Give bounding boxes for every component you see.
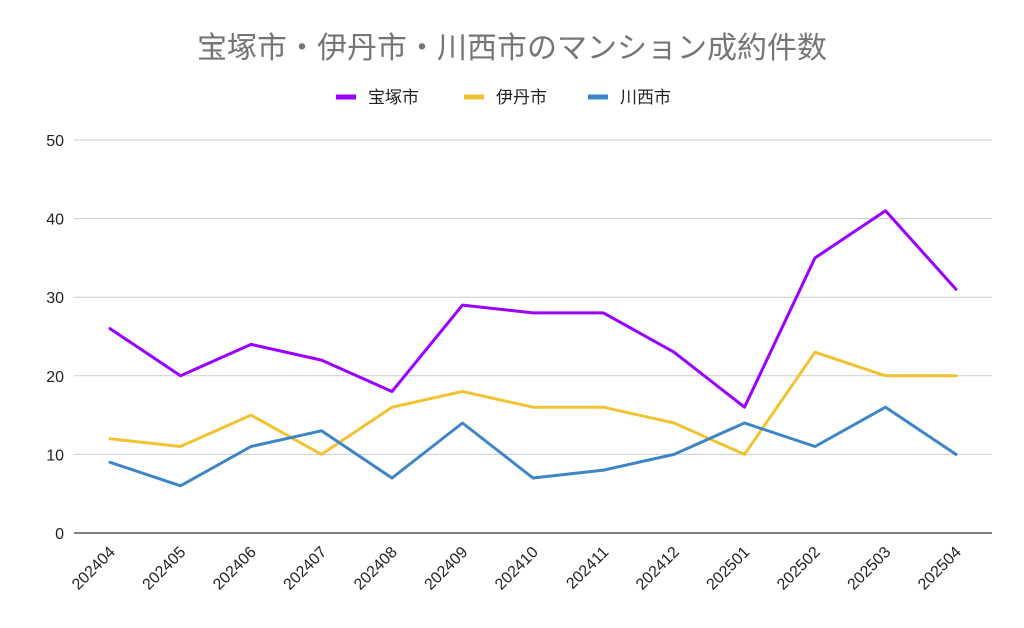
series-line-2 bbox=[108, 350, 958, 456]
x-tick-label: 202502 bbox=[774, 544, 824, 594]
x-tick-label: 202411 bbox=[563, 544, 612, 593]
x-tick-label: 202412 bbox=[633, 544, 683, 594]
legend-label: 宝塚市 bbox=[368, 88, 419, 108]
series-lines bbox=[108, 209, 958, 488]
x-tick-label: 202504 bbox=[915, 544, 965, 594]
x-tick-label: 202501 bbox=[704, 544, 754, 594]
x-axis-ticks: 202404 202405 202406 202407 202408 202409 2024… bbox=[69, 544, 965, 594]
y-tick-label: 30 bbox=[46, 290, 64, 307]
legend-label: 川西市 bbox=[620, 88, 671, 108]
y-tick-label: 50 bbox=[46, 133, 64, 150]
chart-title: 宝塚市・伊丹市・川西市のマンション成約件数 bbox=[197, 31, 827, 66]
x-tick-label: 202408 bbox=[351, 544, 401, 594]
x-tick-label: 202409 bbox=[422, 544, 472, 594]
legend-label: 伊丹市 bbox=[496, 88, 547, 108]
x-tick-label: 202406 bbox=[210, 544, 260, 594]
y-tick-label: 0 bbox=[55, 526, 64, 543]
x-tick-label: 202407 bbox=[281, 544, 331, 594]
series-line-3 bbox=[108, 405, 958, 488]
series-line-1 bbox=[108, 209, 958, 409]
x-tick-label: 202404 bbox=[69, 544, 119, 594]
y-axis-ticks: 0 10 20 30 40 50 bbox=[46, 133, 64, 543]
y-tick-label: 20 bbox=[46, 369, 64, 386]
x-tick-label: 202503 bbox=[845, 544, 895, 594]
x-tick-label: 202410 bbox=[492, 544, 542, 594]
legend: 宝塚市 伊丹市 川西市 bbox=[336, 88, 671, 108]
gridlines bbox=[74, 139, 992, 534]
y-tick-label: 40 bbox=[46, 212, 64, 229]
x-tick-label: 202405 bbox=[140, 544, 190, 594]
y-tick-label: 10 bbox=[46, 447, 64, 464]
